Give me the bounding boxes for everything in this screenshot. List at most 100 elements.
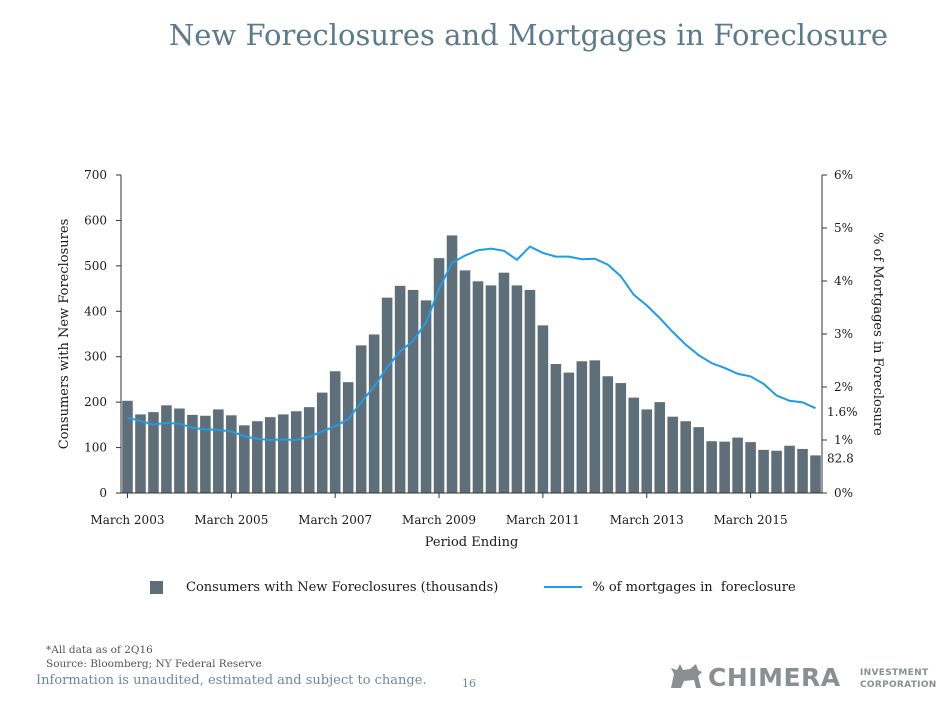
- y-tick-label: 100: [84, 441, 107, 455]
- x-tick-label: March 2015: [714, 513, 788, 527]
- y2-tick-label: 2%: [834, 380, 853, 394]
- bar-2Q03: [135, 414, 146, 493]
- y2-tick-label: 0%: [834, 486, 853, 500]
- bar-1Q14: [693, 427, 704, 493]
- bar-3Q06: [303, 407, 315, 493]
- bar-4Q10: [524, 289, 536, 493]
- bar-1Q15: [745, 442, 756, 493]
- annotation-last-bar: 82.8: [827, 451, 854, 465]
- x-axis-title: Period Ending: [425, 535, 519, 550]
- x-tick-label: March 2005: [194, 513, 268, 527]
- bar-2Q12: [602, 376, 614, 493]
- bar-3Q09: [459, 270, 471, 493]
- disclaimer: Information is unaudited, estimated and …: [36, 673, 427, 688]
- bar-3Q12: [615, 383, 627, 493]
- bar-2Q14: [706, 441, 717, 493]
- bar-2Q07: [342, 382, 354, 493]
- bar-2Q10: [498, 272, 510, 493]
- bar-4Q08: [420, 300, 432, 493]
- bar-3Q05: [252, 421, 263, 493]
- bar-4Q11: [576, 361, 588, 493]
- bar-1Q11: [537, 325, 549, 493]
- bar-1Q04: [174, 408, 185, 493]
- bar-1Q07: [329, 371, 341, 493]
- bar-3Q14: [719, 441, 730, 493]
- x-tick-label: March 2009: [402, 513, 476, 527]
- legend-label-foreclosure-pct: % of mortgages in foreclosure: [592, 579, 796, 595]
- bar-2Q13: [654, 402, 666, 493]
- bar-1Q06: [277, 414, 289, 493]
- y-tick-label: 600: [84, 213, 107, 227]
- bar-2Q15: [758, 449, 769, 493]
- bar-2Q05: [239, 425, 250, 493]
- bar-1Q03: [122, 400, 133, 493]
- bar-4Q14: [732, 437, 743, 493]
- bar-4Q06: [316, 392, 328, 493]
- footnote: *All data as of 2Q16: [46, 644, 153, 656]
- y2-tick-label: 4%: [834, 274, 853, 288]
- page-number: 16: [462, 677, 476, 690]
- y2-tick-label: 6%: [834, 168, 853, 182]
- annotation-last-pct: 1.6%: [827, 405, 858, 419]
- bar-4Q03: [161, 405, 172, 493]
- bar-3Q13: [667, 416, 678, 493]
- y-tick-label: 400: [84, 304, 107, 318]
- bar-1Q16: [797, 448, 808, 493]
- y-tick-label: 200: [84, 395, 107, 409]
- legend-label-new-foreclosures: Consumers with New Foreclosures (thousan…: [186, 579, 499, 595]
- bar-1Q08: [381, 297, 393, 493]
- logo-name: CHIMERA: [708, 663, 841, 692]
- y2-tick-label: 5%: [834, 221, 853, 235]
- bar-2Q06: [290, 411, 302, 493]
- bar-4Q13: [680, 421, 691, 493]
- x-tick-label: March 2003: [90, 513, 164, 527]
- y2-axis-title: % of Mortgages in Foreclosure: [870, 232, 885, 436]
- bar-3Q08: [407, 289, 419, 493]
- x-tick-label: March 2011: [506, 513, 580, 527]
- bar-2Q08: [394, 285, 406, 493]
- y2-tick-label: 1%: [834, 433, 853, 447]
- bar-3Q04: [200, 415, 211, 493]
- line-series-foreclosure-pct: [127, 245, 816, 442]
- x-tick-label: March 2007: [298, 513, 372, 527]
- bar-4Q09: [472, 281, 484, 493]
- bar-1Q12: [589, 360, 601, 493]
- bar-2Q09: [446, 235, 458, 494]
- chart: 0 100 200 300 400 500 600 700 0% 1% 2% 3% 4% 5% 6% Marc…: [57, 168, 885, 550]
- x-tick-label: March 2013: [610, 513, 684, 527]
- bar-3Q11: [563, 372, 575, 493]
- bar-4Q12: [628, 397, 640, 493]
- chart-axes: [116, 174, 827, 498]
- logo-sub-line1: INVESTMENT: [860, 668, 929, 678]
- source-note: Source: Bloomberg; NY Federal Reserve: [46, 658, 262, 670]
- chart-labels: 0 100 200 300 400 500 600 700 0% 1% 2% 3% 4% 5% 6% Marc…: [57, 168, 885, 550]
- bar-1Q05: [226, 415, 237, 493]
- bar-4Q04: [213, 409, 224, 493]
- y-axis-title: Consumers with New Foreclosures: [57, 219, 72, 450]
- bar-2Q04: [187, 414, 198, 493]
- bar-4Q15: [784, 445, 795, 493]
- bar-3Q03: [148, 412, 159, 493]
- bar-1Q10: [485, 285, 497, 493]
- y2-tick-label: 3%: [834, 327, 853, 341]
- bar-1Q09: [433, 258, 445, 493]
- bar-4Q05: [265, 417, 276, 493]
- company-logo: CHIMERA INVESTMENT CORPORATION: [668, 660, 936, 694]
- y-tick-label: 300: [84, 350, 107, 364]
- chimera-creature-icon: [671, 664, 702, 688]
- legend-bar-swatch: [150, 580, 163, 594]
- page-title: New Foreclosures and Mortgages in Forecl…: [168, 18, 888, 52]
- y-tick-label: 700: [84, 168, 107, 182]
- chart-legend: Consumers with New Foreclosures (thousan…: [150, 578, 796, 596]
- logo-sub-line2: CORPORATION: [860, 680, 937, 690]
- bar-4Q07: [368, 334, 380, 493]
- bar-2Q11: [550, 363, 562, 493]
- bar-2Q16: [810, 455, 821, 493]
- bar-3Q07: [355, 345, 367, 493]
- bar-3Q10: [511, 285, 523, 493]
- bar-3Q15: [771, 450, 782, 493]
- y-tick-label: 0: [99, 486, 107, 500]
- legend-line-swatch: [544, 586, 583, 588]
- y-tick-label: 500: [84, 259, 107, 273]
- bar-series: [122, 235, 821, 494]
